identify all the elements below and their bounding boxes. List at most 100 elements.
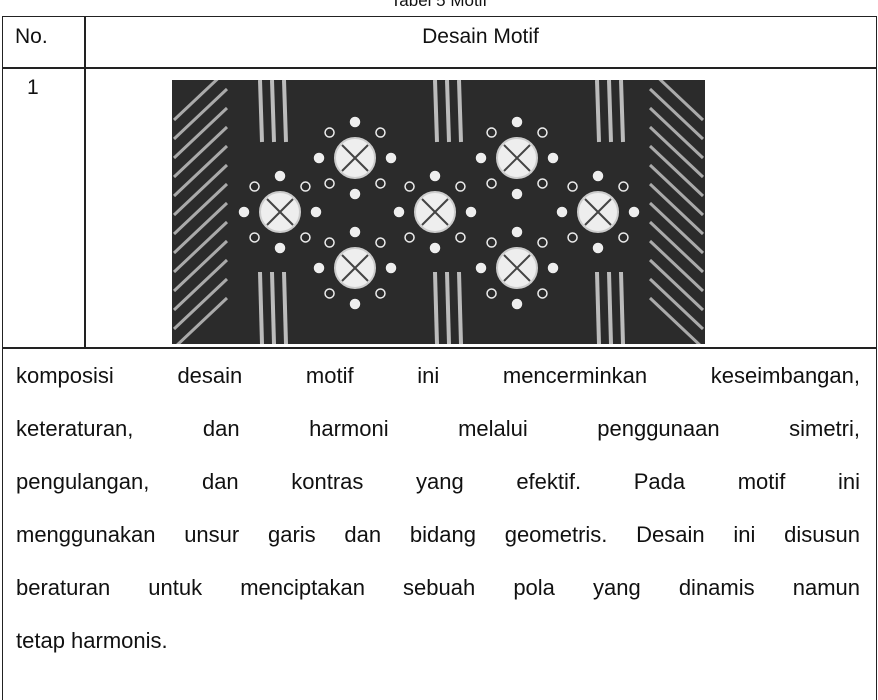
- hatch: [172, 277, 229, 331]
- flower-cross: [421, 198, 449, 226]
- stripe: [607, 271, 613, 344]
- dot: [375, 178, 386, 189]
- dot: [537, 127, 548, 138]
- hatch: [172, 239, 229, 293]
- hatch: [176, 296, 229, 344]
- dot: [393, 206, 405, 218]
- dot: [511, 226, 523, 238]
- dot: [455, 232, 466, 243]
- dot: [385, 262, 397, 274]
- stripe: [445, 271, 451, 344]
- stripe: [619, 80, 625, 143]
- hatch: [172, 144, 229, 198]
- dot: [349, 188, 361, 200]
- hatch: [172, 125, 229, 179]
- dot: [592, 170, 604, 182]
- dot: [249, 232, 260, 243]
- hatch: [658, 80, 705, 122]
- stripe: [595, 271, 601, 344]
- stripe: [595, 80, 601, 143]
- dot: [375, 127, 386, 138]
- hatch: [648, 182, 705, 236]
- dot: [324, 127, 335, 138]
- text-line: keteraturan, dan harmoni melalui penggun…: [16, 416, 860, 441]
- dot: [404, 232, 415, 243]
- dot: [274, 242, 286, 254]
- stripe: [270, 271, 276, 344]
- stripe: [433, 80, 439, 143]
- dot: [547, 152, 559, 164]
- text-line: komposisi desain motif ini mencerminkan …: [16, 363, 860, 388]
- dot: [300, 232, 311, 243]
- hatch: [172, 220, 229, 274]
- stripe: [282, 271, 288, 344]
- dot: [628, 206, 640, 218]
- dot: [618, 232, 629, 243]
- stripe: [457, 80, 463, 143]
- hatch: [172, 87, 229, 141]
- motif-image: [172, 80, 705, 344]
- stripe: [619, 271, 625, 344]
- dot: [567, 232, 578, 243]
- dot: [511, 188, 523, 200]
- dot: [455, 181, 466, 192]
- description: komposisi desain motif ini mencerminkan …: [16, 349, 860, 667]
- flower-cross: [584, 198, 612, 226]
- flower-cross: [266, 198, 294, 226]
- stripe: [258, 80, 264, 143]
- hatch: [648, 201, 705, 255]
- dot: [249, 181, 260, 192]
- image-cell: [84, 67, 877, 349]
- dot: [324, 178, 335, 189]
- dot: [475, 152, 487, 164]
- dot: [375, 288, 386, 299]
- stripe: [457, 271, 463, 344]
- header-cell: No.: [2, 16, 86, 69]
- dot: [300, 181, 311, 192]
- text-line: pengulangan, dan kontras yang efektif. P…: [16, 469, 860, 494]
- table-caption: Tabel 5 Motif: [390, 0, 488, 10]
- text-line: menggunakan unsur garis dan bidang geome…: [16, 522, 860, 547]
- dot: [349, 298, 361, 310]
- hatch: [172, 258, 229, 312]
- dot: [537, 178, 548, 189]
- hatch: [648, 87, 705, 141]
- dot: [349, 226, 361, 238]
- hatch: [648, 144, 705, 198]
- stripe: [433, 271, 439, 344]
- description-cell: [2, 347, 877, 700]
- flower-cross: [341, 254, 369, 282]
- dot: [567, 181, 578, 192]
- flower-cross: [503, 144, 531, 172]
- flower-cross: [503, 254, 531, 282]
- dot: [324, 237, 335, 248]
- stripe: [445, 80, 451, 143]
- dot: [618, 181, 629, 192]
- dot: [486, 127, 497, 138]
- hatch: [172, 201, 229, 255]
- dot: [349, 116, 361, 128]
- hatch: [172, 182, 229, 236]
- dot: [511, 116, 523, 128]
- stripe: [282, 80, 288, 143]
- dot: [429, 242, 441, 254]
- hatch: [648, 163, 705, 217]
- dot: [385, 152, 397, 164]
- header-cell: Desain Motif: [84, 16, 877, 69]
- hatch: [172, 80, 219, 122]
- text-line: beraturan untuk menciptakan sebuah pola …: [16, 575, 860, 600]
- stripe: [607, 80, 613, 143]
- stripe: [270, 80, 276, 143]
- hatch: [648, 239, 705, 293]
- dot: [238, 206, 250, 218]
- dot: [556, 206, 568, 218]
- dot: [537, 237, 548, 248]
- hatch: [172, 106, 229, 160]
- dot: [547, 262, 559, 274]
- dot: [313, 152, 325, 164]
- dot: [310, 206, 322, 218]
- hatch: [648, 106, 705, 160]
- hatch: [648, 258, 705, 312]
- text-line: tetap harmonis.: [16, 628, 168, 653]
